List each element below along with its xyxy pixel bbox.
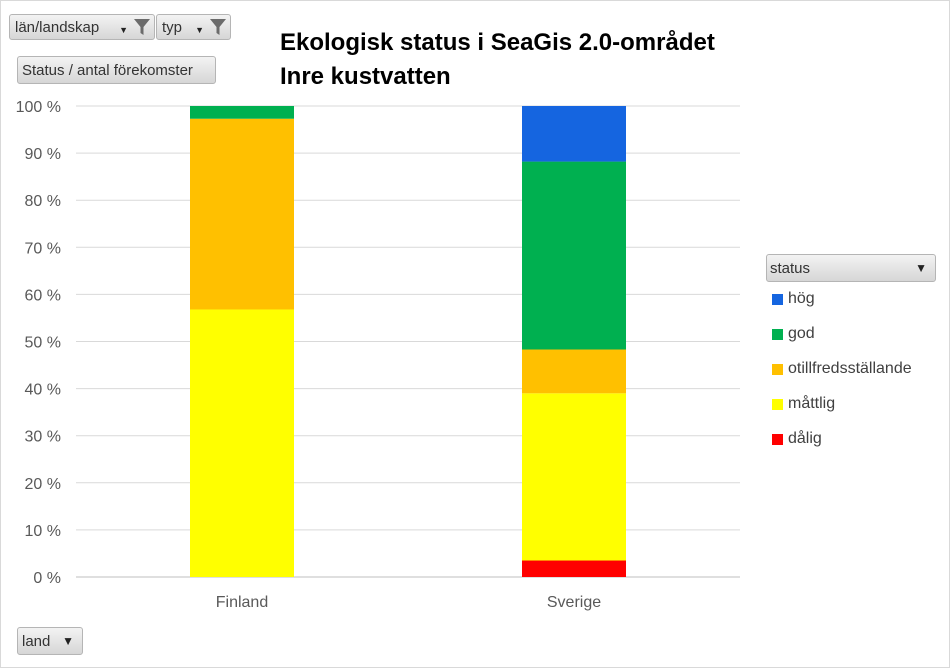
chart-title: Ekologisk status i SeaGis 2.0-området: [280, 29, 715, 56]
legend-swatch: [772, 433, 783, 445]
axis-field-label: land: [22, 632, 51, 650]
bar-segment: [190, 118, 294, 310]
legend-item-label: hög: [788, 290, 815, 307]
legend-item-dalig: dålig: [772, 430, 822, 448]
legend-item-otillfredsstallande: otillfredsställande: [772, 360, 912, 378]
legend-item-label: måttlig: [788, 395, 836, 412]
legend: status ▼ hög god otillfredsställande måt…: [766, 254, 936, 447]
y-tick-label: 50 %: [25, 335, 61, 352]
dropdown-arrow-icon: ▼: [119, 25, 128, 35]
legend-item-label: otillfredsställande: [788, 360, 912, 377]
filter-typ[interactable]: typ ▼: [156, 14, 231, 40]
legend-status-dropdown[interactable]: status ▼: [766, 254, 936, 282]
y-tick-label: 80 %: [25, 193, 61, 210]
bar-segment: [522, 106, 626, 162]
y-tick-label: 60 %: [25, 287, 61, 304]
bar-segment: [522, 161, 626, 350]
legend-swatch: [772, 398, 783, 410]
y-tick-label: 90 %: [25, 146, 61, 163]
y-tick-label: 30 %: [25, 429, 61, 446]
bar-segment: [190, 106, 294, 119]
bar-segment: [522, 349, 626, 394]
y-axis-ticks: 0 % 10 % 20 % 30 % 40 % 50 % 60 % 70 % 80 % 90 % 1…: [16, 99, 61, 587]
y-tick-label: 70 %: [25, 240, 61, 257]
y-tick-label: 20 %: [25, 476, 61, 493]
filter-funnel-icon: [134, 19, 150, 35]
legend-swatch: [772, 363, 783, 375]
y-tick-label: 0 %: [33, 570, 61, 587]
bar-segment: [522, 560, 626, 577]
filter-typ-label: typ: [162, 18, 183, 36]
y-tick-label: 10 %: [25, 523, 61, 540]
y-tick-label: 40 %: [25, 382, 61, 399]
filter-funnel-icon: [210, 19, 226, 35]
bar-segment: [522, 393, 626, 561]
chart-title-block: Ekologisk status i SeaGis 2.0-området In…: [280, 26, 715, 94]
gridlines: [76, 105, 740, 578]
legend-item-label: god: [788, 325, 815, 342]
value-field-button[interactable]: Status / antal förekomster: [17, 56, 216, 84]
legend-item-hog: hög: [772, 290, 815, 308]
dropdown-arrow-icon: ▼: [915, 261, 927, 275]
axis-field-button[interactable]: land ▼: [17, 627, 83, 655]
bar-segment: [190, 309, 294, 577]
legend-title: status: [770, 259, 811, 277]
legend-item-mattlig: måttlig: [772, 395, 835, 413]
chart-subtitle: Inre kustvatten: [280, 63, 451, 90]
dropdown-arrow-icon: ▼: [195, 25, 204, 35]
legend-item-label: dålig: [788, 430, 822, 447]
x-axis-categories: Finland Sverige: [216, 594, 601, 611]
value-field-label: Status / antal förekomster: [22, 61, 193, 79]
x-category-label: Finland: [216, 594, 268, 611]
filter-lan-landskap[interactable]: län/landskap ▼: [9, 14, 155, 40]
x-category-label: Sverige: [547, 594, 601, 611]
filter-lan-landskap-label: län/landskap: [15, 18, 100, 36]
dropdown-arrow-icon: ▼: [62, 634, 74, 648]
y-tick-label: 100 %: [16, 99, 61, 116]
legend-swatch: [772, 293, 783, 305]
legend-swatch: [772, 328, 783, 340]
legend-item-god: god: [772, 325, 815, 343]
bars: [190, 106, 626, 577]
